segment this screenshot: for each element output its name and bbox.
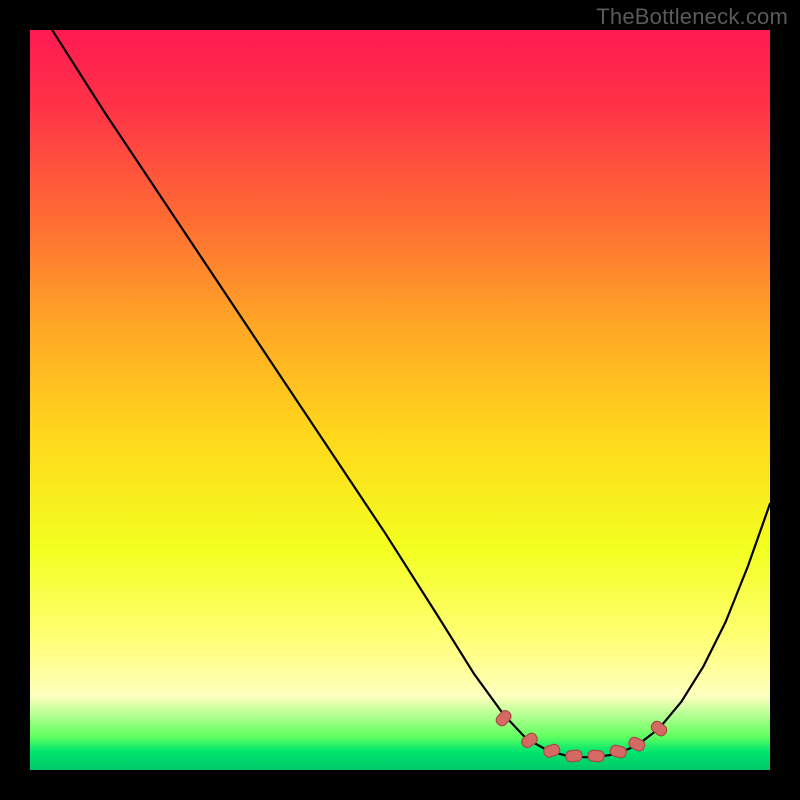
plot-area (30, 30, 770, 770)
curve-marker (565, 750, 582, 763)
plot-svg (30, 30, 770, 770)
watermark-text: TheBottleneck.com (596, 4, 788, 30)
curve-marker (588, 750, 605, 762)
chart-canvas: TheBottleneck.com (0, 0, 800, 800)
gradient-background (30, 30, 770, 770)
